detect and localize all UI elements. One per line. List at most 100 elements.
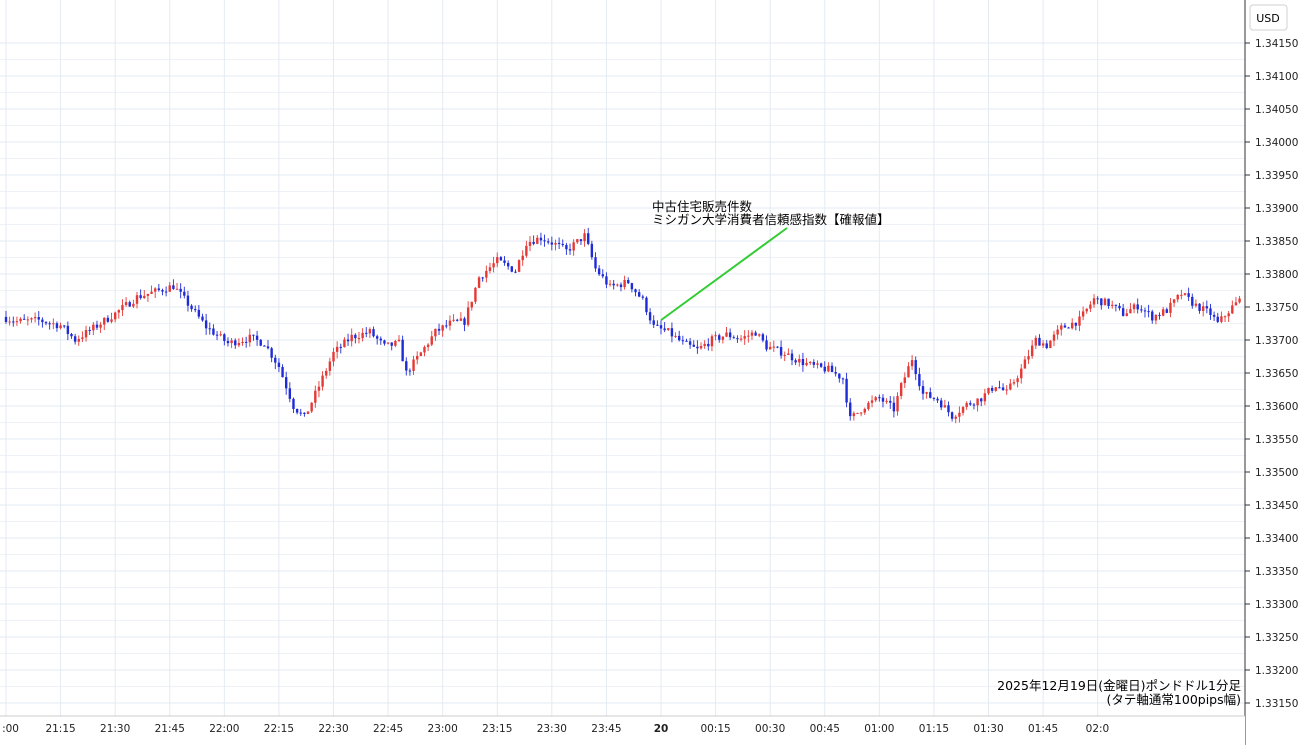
candle (128, 300, 131, 307)
candle-body (445, 325, 448, 327)
candle-body (583, 233, 586, 242)
candle-body (1216, 316, 1219, 322)
candle-body (1231, 305, 1234, 314)
candle-body (630, 283, 634, 290)
candle-body (284, 377, 288, 389)
candle-body (736, 338, 739, 340)
candle (284, 371, 288, 395)
candle-body (903, 377, 907, 384)
candle-body (612, 283, 615, 286)
candle-body (263, 345, 266, 347)
candle (652, 315, 655, 329)
candle (838, 373, 841, 383)
candle (656, 320, 659, 327)
y-tick-label: 1.33400 (1255, 533, 1298, 545)
candle-body (834, 372, 837, 374)
candle-body (463, 318, 466, 325)
candle-body (456, 319, 459, 321)
candle (1132, 302, 1136, 314)
candle (415, 351, 419, 365)
candle (994, 387, 997, 392)
candle (736, 335, 739, 343)
x-tick-label: 22:15 (264, 723, 294, 735)
candle (801, 352, 805, 372)
candle (124, 297, 128, 307)
candle (852, 411, 856, 421)
candle (1220, 311, 1223, 324)
candle (845, 372, 848, 408)
candle-body (59, 325, 62, 329)
y-tick-label: 1.33750 (1255, 302, 1298, 314)
candle-body (274, 357, 277, 363)
candle-body (1198, 303, 1201, 311)
candle (466, 301, 470, 327)
x-tick-label: 23:00 (428, 723, 458, 735)
candle (22, 314, 26, 320)
candle (899, 381, 903, 400)
candle-body (503, 260, 506, 263)
candle (572, 239, 575, 256)
candle (1231, 300, 1234, 315)
candle-body (73, 336, 77, 342)
candle-body (113, 312, 117, 320)
candle-body (1100, 298, 1103, 306)
candle (983, 388, 987, 406)
candle-body (1118, 305, 1121, 309)
candle (343, 337, 346, 348)
candle-body (481, 277, 484, 279)
candle (841, 377, 845, 385)
candle-body (1165, 309, 1169, 313)
candle-body (41, 319, 44, 323)
candle-body (805, 362, 808, 366)
candle-body (699, 346, 703, 349)
candle (208, 322, 211, 335)
candle-body (44, 322, 48, 324)
candle (456, 318, 459, 322)
candle-body (1016, 378, 1019, 383)
candle-body (1227, 313, 1230, 317)
candle-body (958, 412, 961, 417)
candle (1140, 305, 1143, 313)
candle-body (139, 295, 142, 299)
candle (88, 326, 91, 335)
candle-body (339, 346, 342, 348)
candle (59, 322, 62, 330)
candle (823, 361, 826, 374)
candle-body (288, 388, 292, 399)
candle (536, 234, 539, 245)
candle (1049, 340, 1052, 349)
candle-body (1238, 298, 1241, 303)
candle (383, 339, 386, 346)
y-tick-label: 1.34050 (1255, 104, 1298, 116)
candle (405, 357, 408, 376)
candle (790, 349, 794, 366)
candle (234, 338, 237, 349)
candle (616, 283, 619, 287)
candle (830, 362, 834, 373)
candle-body (434, 328, 437, 337)
candle (892, 396, 896, 418)
candle-body (506, 262, 510, 267)
currency-button[interactable] (1249, 4, 1288, 31)
candle (903, 372, 907, 389)
candle (980, 397, 983, 407)
candle-body (521, 255, 524, 261)
candle (1187, 287, 1190, 301)
candle (725, 326, 728, 338)
candle-body (707, 343, 710, 347)
candle (430, 330, 433, 347)
candle (554, 239, 557, 251)
candle (1194, 299, 1198, 308)
candle-body (1111, 304, 1114, 306)
candle-body (22, 318, 26, 320)
candle (295, 408, 299, 415)
candle (732, 335, 735, 339)
candle-body (812, 361, 816, 365)
candle-body (110, 319, 113, 322)
candle-body (1114, 304, 1118, 306)
candle-body (747, 335, 750, 337)
candle-body (969, 403, 972, 405)
candle-body (8, 321, 11, 323)
candle (627, 277, 630, 284)
